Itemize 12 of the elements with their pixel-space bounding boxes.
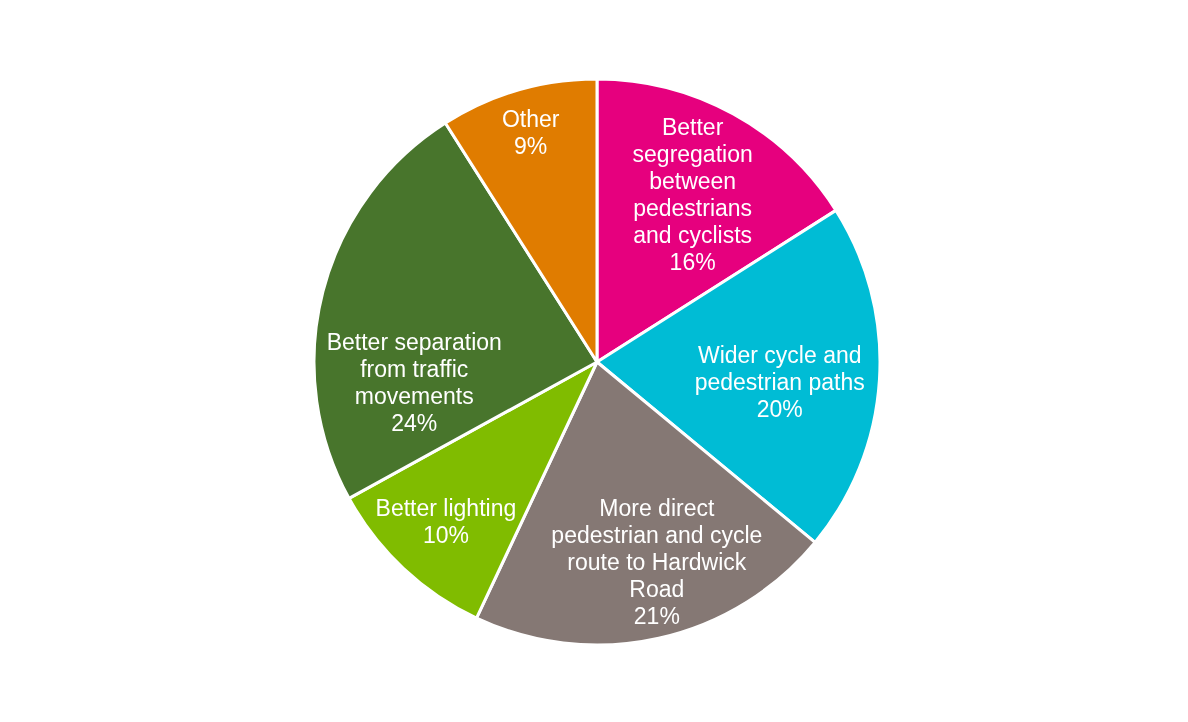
slice-label: Better lighting [375,495,517,522]
data-label: 21% [633,602,680,629]
data-label: 9% [514,133,548,160]
slice-label: Other [501,106,560,133]
data-label: 10% [422,522,469,549]
data-label: 24% [391,409,438,436]
slice-label: More direct pedestrian and cycle route to Hardwick Road [551,494,763,602]
slice-label: Wider cycle and pedestrian paths [694,342,865,396]
slice-label: Better segregation between pedestrians and cyclists [632,113,753,248]
slice-label: Better separation from traffic movements [326,328,502,409]
data-label: 16% [669,248,716,275]
data-label: 20% [756,396,803,423]
